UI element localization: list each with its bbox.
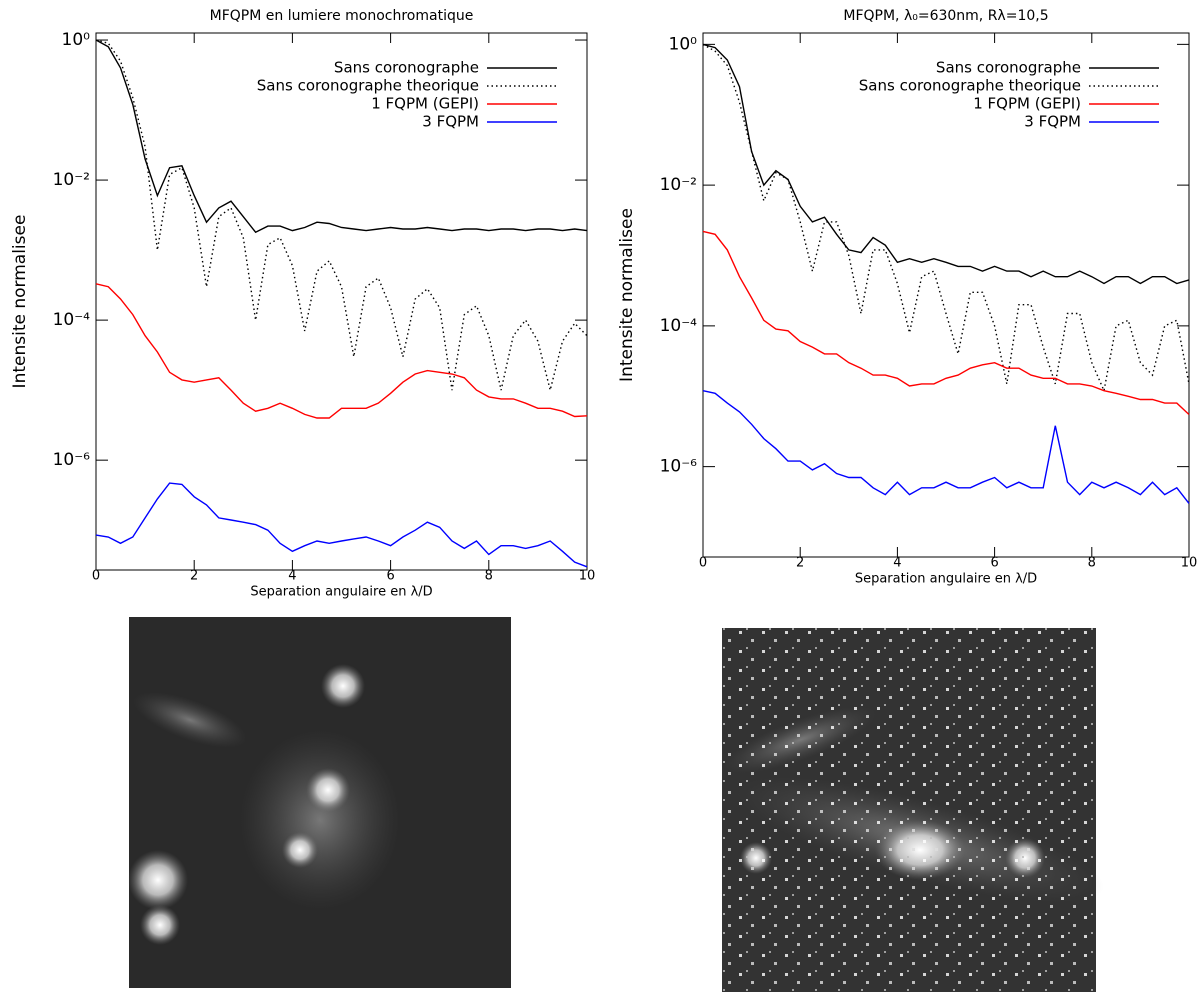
legend-label: 1 FQPM (GEPI) (973, 95, 1081, 113)
y-axis-label: Intensite normalisee (10, 215, 30, 389)
y-tick-label: 10⁻⁶ (660, 457, 698, 477)
series-line (702, 230, 1190, 416)
series-line (702, 390, 1190, 504)
x-tick-label: 0 (699, 556, 707, 571)
legend-label: 3 FQPM (1024, 113, 1081, 131)
x-tick-label: 4 (288, 569, 296, 584)
y-axis-label: Intensite normalisee (617, 208, 637, 382)
legend-label: 3 FQPM (422, 113, 479, 131)
y-tick-label: 10⁻² (660, 175, 697, 195)
y-tick-label: 10⁻⁴ (53, 310, 91, 330)
left-image (128, 617, 511, 988)
legend-label: Sans coronographe (334, 59, 479, 77)
chart-title: MFQPM en lumiere monochromatique (210, 8, 474, 24)
series-line (95, 482, 588, 568)
y-tick-label: 10⁰ (62, 30, 91, 50)
chart-title: MFQPM, λ₀=630nm, Rλ=10,5 (843, 8, 1048, 24)
x-tick-label: 2 (190, 569, 198, 584)
y-tick-label: 10⁰ (669, 34, 698, 54)
y-tick-label: 10⁻⁴ (660, 316, 698, 336)
x-tick-label: 0 (92, 569, 100, 584)
x-tick-label: 8 (1088, 556, 1096, 571)
plot-frame (95, 32, 588, 571)
series-line (95, 39, 588, 234)
series-line (702, 43, 1190, 394)
x-tick-label: 10 (579, 569, 596, 584)
series-line (95, 39, 588, 391)
x-tick-label: 6 (386, 569, 394, 584)
x-axis-label: Separation angulaire en λ/D (855, 572, 1037, 587)
legend-label: 1 FQPM (GEPI) (371, 95, 479, 113)
x-tick-label: 4 (893, 556, 901, 571)
x-axis-label: Separation angulaire en λ/D (250, 585, 432, 600)
plot-frame (702, 32, 1190, 558)
x-tick-label: 8 (485, 569, 493, 584)
legend-label: Sans coronographe theorique (257, 77, 479, 95)
right-image (722, 628, 1104, 992)
x-tick-label: 2 (796, 556, 804, 571)
x-tick-label: 6 (990, 556, 998, 571)
x-tick-label: 10 (1181, 556, 1198, 571)
y-tick-label: 10⁻⁶ (53, 450, 91, 470)
legend-label: Sans coronographe (936, 59, 1081, 77)
series-line (95, 283, 588, 419)
legend-label: Sans coronographe theorique (859, 77, 1081, 95)
y-tick-label: 10⁻² (53, 170, 90, 190)
